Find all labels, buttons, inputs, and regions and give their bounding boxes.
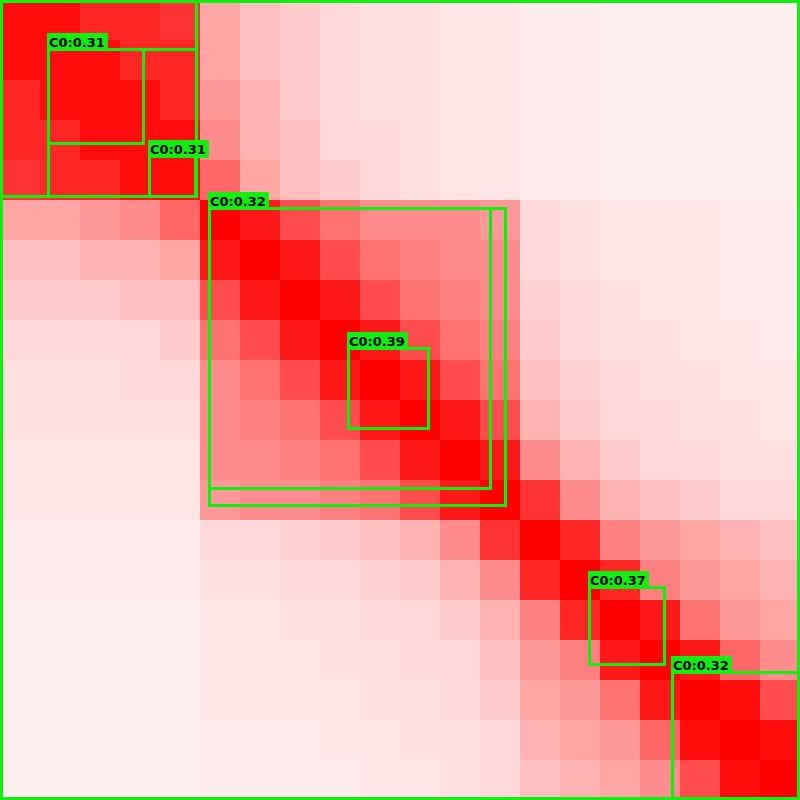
svg-text:C0:0.39: C0:0.39	[349, 334, 405, 349]
svg-text:C0:0.32: C0:0.32	[210, 194, 266, 209]
svg-text:C0:0.32: C0:0.32	[673, 658, 729, 673]
svg-text:C0:0.31: C0:0.31	[49, 35, 105, 50]
svg-text:C0:0.31: C0:0.31	[150, 142, 206, 157]
svg-text:C0:0.37: C0:0.37	[590, 573, 646, 588]
